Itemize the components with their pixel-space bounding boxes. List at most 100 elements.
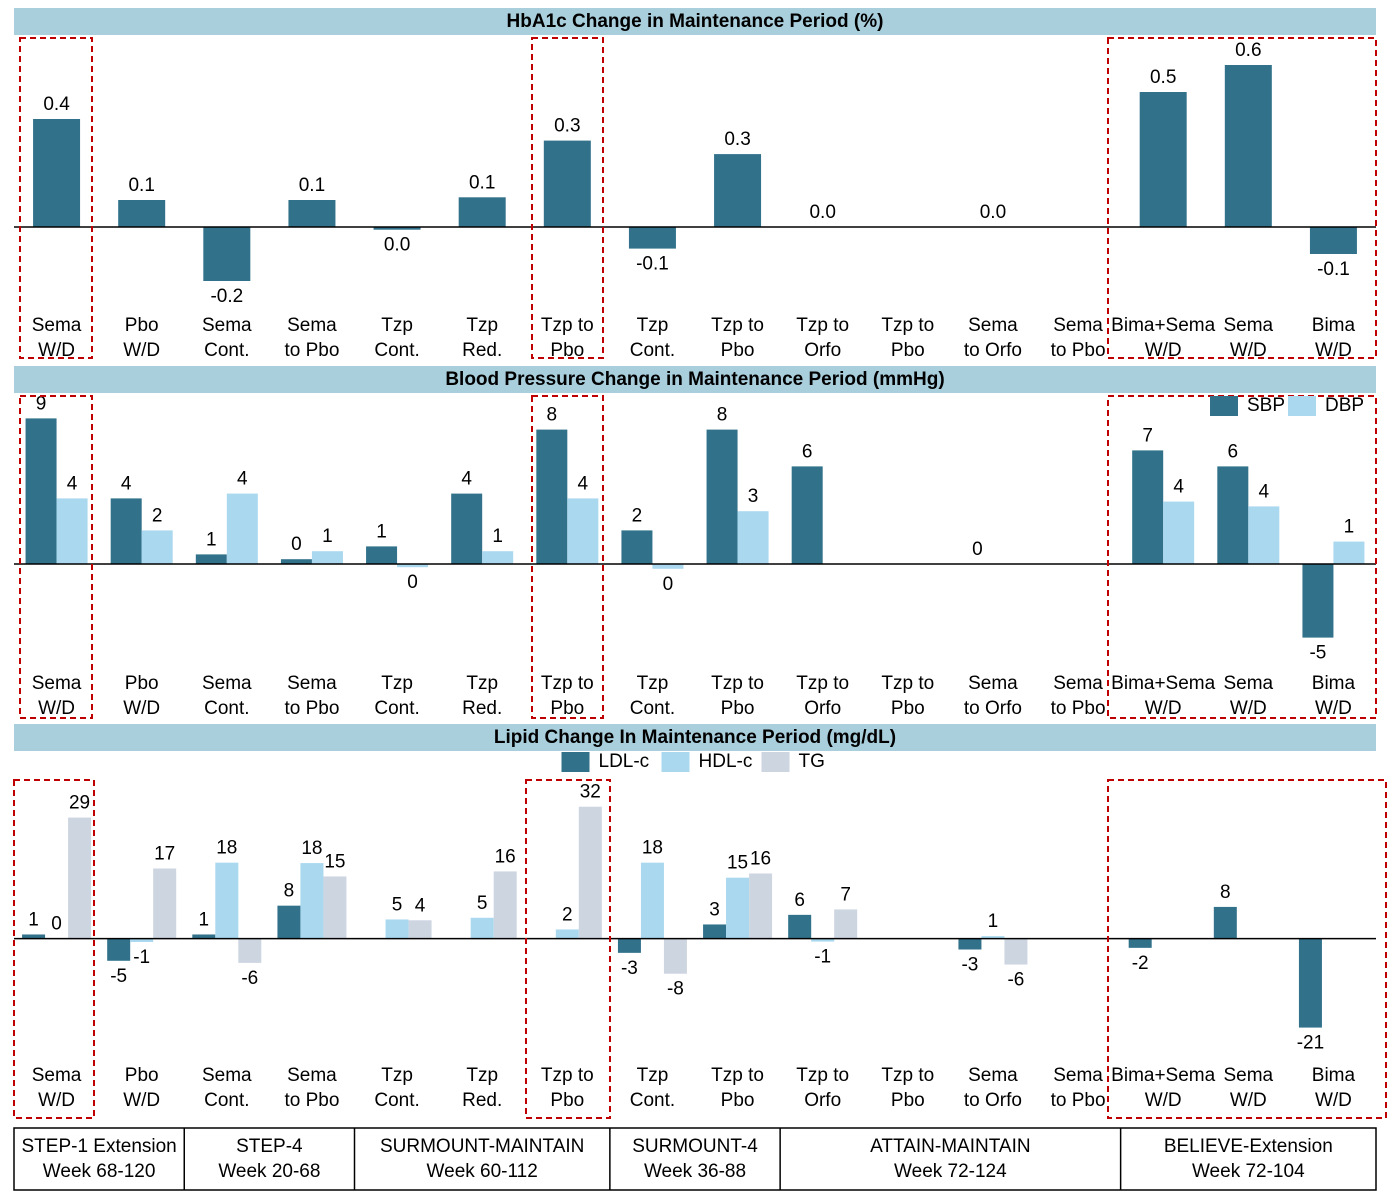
bar xyxy=(451,493,483,564)
x-tick-label: W/D xyxy=(1230,698,1267,719)
x-tick-label: Tzp xyxy=(637,315,669,336)
x-tick-label: Sema xyxy=(287,315,337,336)
trial-period: Week 60-112 xyxy=(427,1161,538,1182)
trial-period: Week 72-124 xyxy=(894,1161,1007,1182)
x-tick-label: Red. xyxy=(462,1090,502,1111)
legend-swatch xyxy=(761,752,790,772)
bar xyxy=(663,938,687,974)
bar xyxy=(110,498,142,564)
trial-period: Week 72-104 xyxy=(1192,1161,1305,1182)
value-label: 4 xyxy=(415,895,426,916)
x-tick-label: Sema xyxy=(32,673,82,694)
x-tick-label: to Pbo xyxy=(1051,340,1106,361)
bar xyxy=(1004,938,1028,965)
value-label: 0 xyxy=(663,574,674,595)
value-label: 4 xyxy=(461,469,472,490)
value-label: 0.5 xyxy=(1150,67,1176,88)
bar xyxy=(153,868,177,939)
value-label: 8 xyxy=(547,405,558,426)
x-tick-label: W/D xyxy=(123,340,160,361)
x-tick-label: W/D xyxy=(123,698,160,719)
x-tick-label: Pbo xyxy=(550,340,584,361)
x-tick-label: W/D xyxy=(1315,1090,1352,1111)
x-tick-label: Tzp xyxy=(466,673,498,694)
bar xyxy=(118,200,166,227)
x-tick-label: Bima+Sema xyxy=(1111,673,1215,694)
x-tick-label: Bima+Sema xyxy=(1111,1065,1215,1086)
x-tick-label: Bima xyxy=(1312,1065,1356,1086)
value-label: -6 xyxy=(241,968,258,989)
highlight-box xyxy=(19,395,93,719)
x-tick-label: Sema xyxy=(287,1065,337,1086)
bar xyxy=(536,429,568,564)
value-label: -0.1 xyxy=(1317,259,1350,280)
value-label: -6 xyxy=(1007,970,1024,991)
value-label: -21 xyxy=(1297,1033,1324,1054)
x-tick-label: Orfo xyxy=(804,698,841,719)
bar xyxy=(277,905,301,939)
x-tick-label: Cont. xyxy=(630,698,675,719)
highlight-box xyxy=(1107,395,1377,719)
panel-header xyxy=(14,366,1376,393)
trial-name: SURMOUNT-MAINTAIN xyxy=(380,1136,584,1157)
legend-label: DBP xyxy=(1325,395,1364,416)
value-label: 17 xyxy=(154,844,175,865)
bar xyxy=(1298,938,1322,1028)
x-tick-label: Pbo xyxy=(550,698,584,719)
value-label: -1 xyxy=(814,947,831,968)
bar xyxy=(385,919,409,939)
x-tick-label: Tzp xyxy=(466,315,498,336)
trial-period: Week 68-120 xyxy=(43,1161,156,1182)
x-tick-label: Pbo xyxy=(721,1090,755,1111)
legend-swatch xyxy=(1288,396,1316,416)
bar xyxy=(226,493,258,564)
bar xyxy=(482,551,514,564)
x-tick-label: Cont. xyxy=(204,340,249,361)
bar xyxy=(652,564,684,569)
x-tick-label: Tzp to xyxy=(541,1065,594,1086)
value-label: 0.0 xyxy=(809,202,835,223)
x-tick-label: Sema xyxy=(202,1065,252,1086)
value-label: 6 xyxy=(794,890,805,911)
bar xyxy=(621,530,653,564)
x-tick-label: W/D xyxy=(1145,698,1182,719)
x-tick-label: W/D xyxy=(1145,1090,1182,1111)
x-tick-label: to Pbo xyxy=(284,698,339,719)
bar xyxy=(834,909,858,939)
bar xyxy=(192,934,216,939)
value-label: 4 xyxy=(121,473,132,494)
x-tick-label: Tzp to xyxy=(711,673,764,694)
value-label: 1 xyxy=(322,526,333,547)
x-tick-label: Tzp to xyxy=(881,315,934,336)
value-label: 0 xyxy=(407,572,418,593)
bar xyxy=(130,938,154,942)
value-label: 5 xyxy=(477,893,488,914)
highlight-box xyxy=(525,779,611,1119)
x-tick-label: Tzp to xyxy=(711,1065,764,1086)
bar xyxy=(1217,466,1249,564)
x-tick-label: Bima+Sema xyxy=(1111,315,1215,336)
legend-label: SBP xyxy=(1247,395,1285,416)
value-label: 9 xyxy=(36,393,47,414)
value-label: 4 xyxy=(1259,481,1270,502)
bar xyxy=(1213,906,1237,939)
x-tick-label: to Orfo xyxy=(964,698,1022,719)
value-label: 32 xyxy=(580,782,601,803)
x-tick-label: Tzp to xyxy=(796,315,849,336)
bar xyxy=(1248,506,1280,564)
value-label: 1 xyxy=(28,909,39,930)
bar xyxy=(33,119,81,227)
value-label: 18 xyxy=(301,838,322,859)
x-tick-label: Red. xyxy=(462,340,502,361)
bar xyxy=(811,938,835,942)
bar xyxy=(628,227,676,249)
x-tick-label: Sema xyxy=(1223,673,1273,694)
x-tick-label: Cont. xyxy=(204,1090,249,1111)
legend-label: LDL-c xyxy=(599,751,650,772)
value-label: -3 xyxy=(961,955,978,976)
x-tick-label: Cont. xyxy=(204,698,249,719)
highlight-box xyxy=(13,779,95,1119)
bar xyxy=(617,938,641,953)
bar xyxy=(311,551,343,564)
